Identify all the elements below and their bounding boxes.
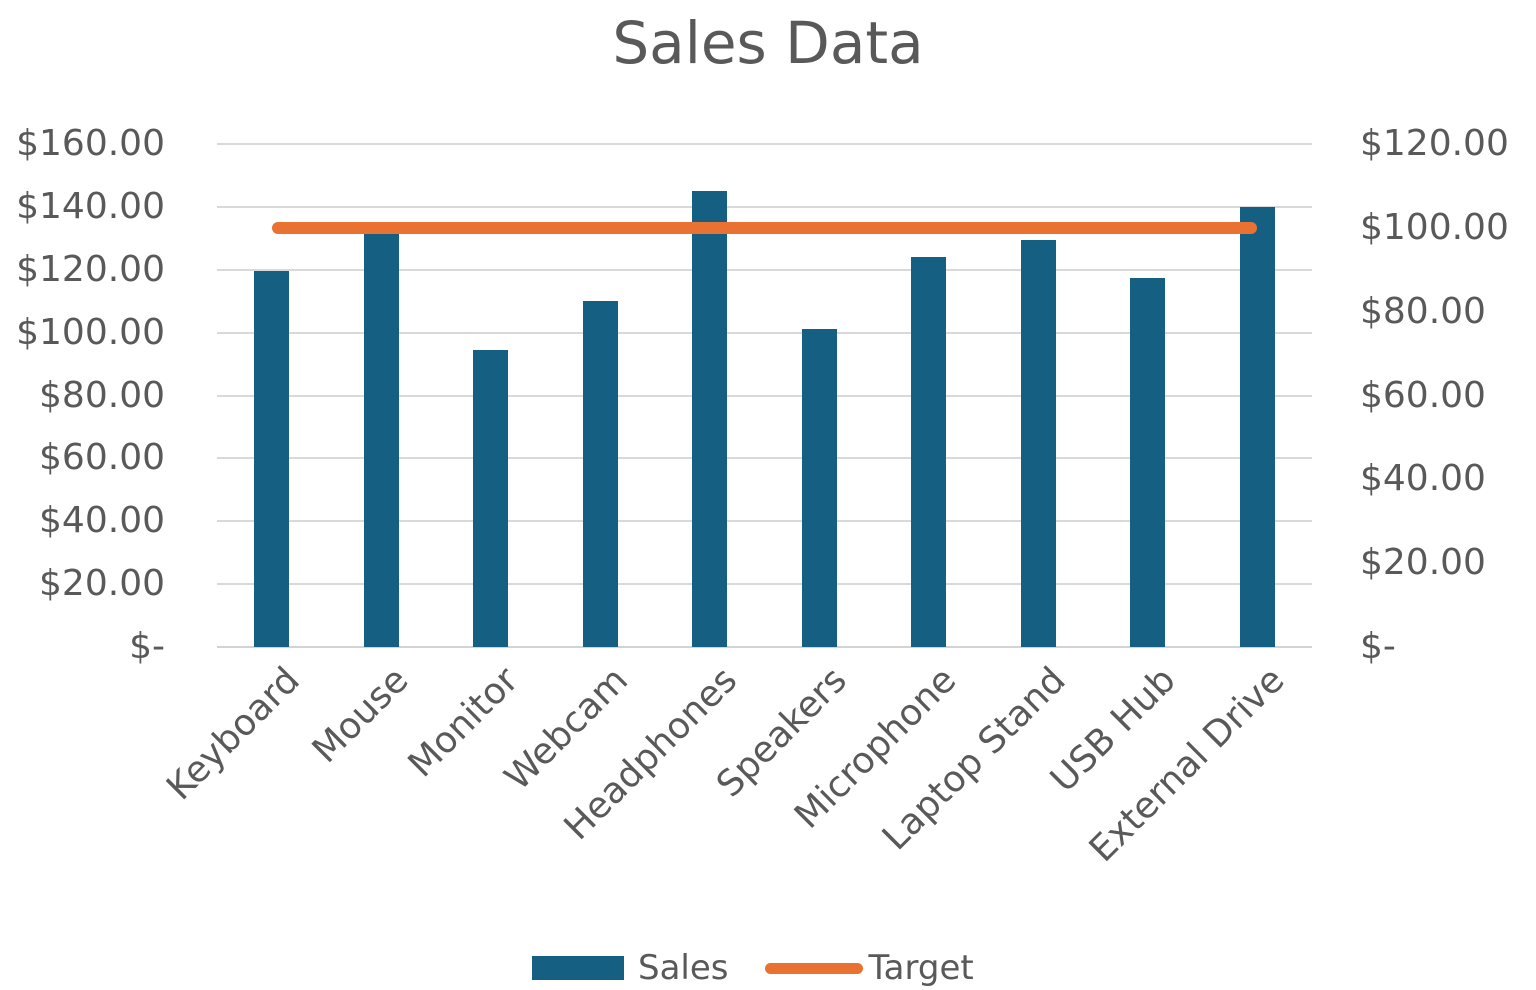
category-axis-line xyxy=(217,646,1312,648)
primary-axis-tick-label: $160.00 xyxy=(16,123,165,164)
legend-label-sales: Sales xyxy=(638,948,729,988)
legend-label-target: Target xyxy=(868,948,974,988)
primary-axis-tick-label: $- xyxy=(129,626,165,667)
bar-monitor xyxy=(473,349,509,647)
bar-headphones xyxy=(692,191,728,647)
gridline xyxy=(217,583,1312,586)
secondary-axis-tick-label: $40.00 xyxy=(1360,458,1486,500)
primary-axis-tick-label: $120.00 xyxy=(16,248,165,290)
secondary-axis-tick-label: $- xyxy=(1360,626,1396,667)
bar-mouse xyxy=(363,232,399,647)
legend-marker-target xyxy=(764,962,863,974)
primary-axis-tick-label: $20.00 xyxy=(39,563,165,605)
secondary-axis-tick-label: $80.00 xyxy=(1360,290,1486,332)
primary-axis-tick-label: $40.00 xyxy=(39,500,165,542)
secondary-axis-tick-label: $20.00 xyxy=(1360,542,1486,584)
primary-axis-tick-label: $80.00 xyxy=(39,374,165,416)
bar-keyboard xyxy=(254,271,290,647)
primary-axis-tick-label: $100.00 xyxy=(16,311,165,353)
target-line xyxy=(271,221,1258,234)
bar-webcam xyxy=(582,301,618,647)
gridline xyxy=(217,457,1312,460)
bar-speakers xyxy=(801,329,837,647)
secondary-axis-tick-label: $60.00 xyxy=(1360,374,1486,416)
primary-axis-tick-label: $60.00 xyxy=(39,437,165,479)
legend-marker-sales xyxy=(532,956,624,980)
gridline xyxy=(217,331,1312,334)
bar-external-drive xyxy=(1239,206,1275,647)
secondary-axis-tick-label: $120.00 xyxy=(1360,123,1509,164)
legend: Sales Target xyxy=(532,948,974,988)
gridline xyxy=(217,205,1312,208)
gridline xyxy=(217,143,1312,145)
bar-usb-hub xyxy=(1130,277,1166,647)
bar-laptop-stand xyxy=(1020,239,1056,647)
gridline xyxy=(217,268,1312,271)
secondary-axis-tick-label: $100.00 xyxy=(1360,206,1509,248)
gridline xyxy=(217,520,1312,523)
gridline xyxy=(217,394,1312,397)
chart-title: Sales Data xyxy=(612,9,924,77)
primary-axis-tick-label: $140.00 xyxy=(16,185,165,227)
bar-microphone xyxy=(911,257,947,647)
